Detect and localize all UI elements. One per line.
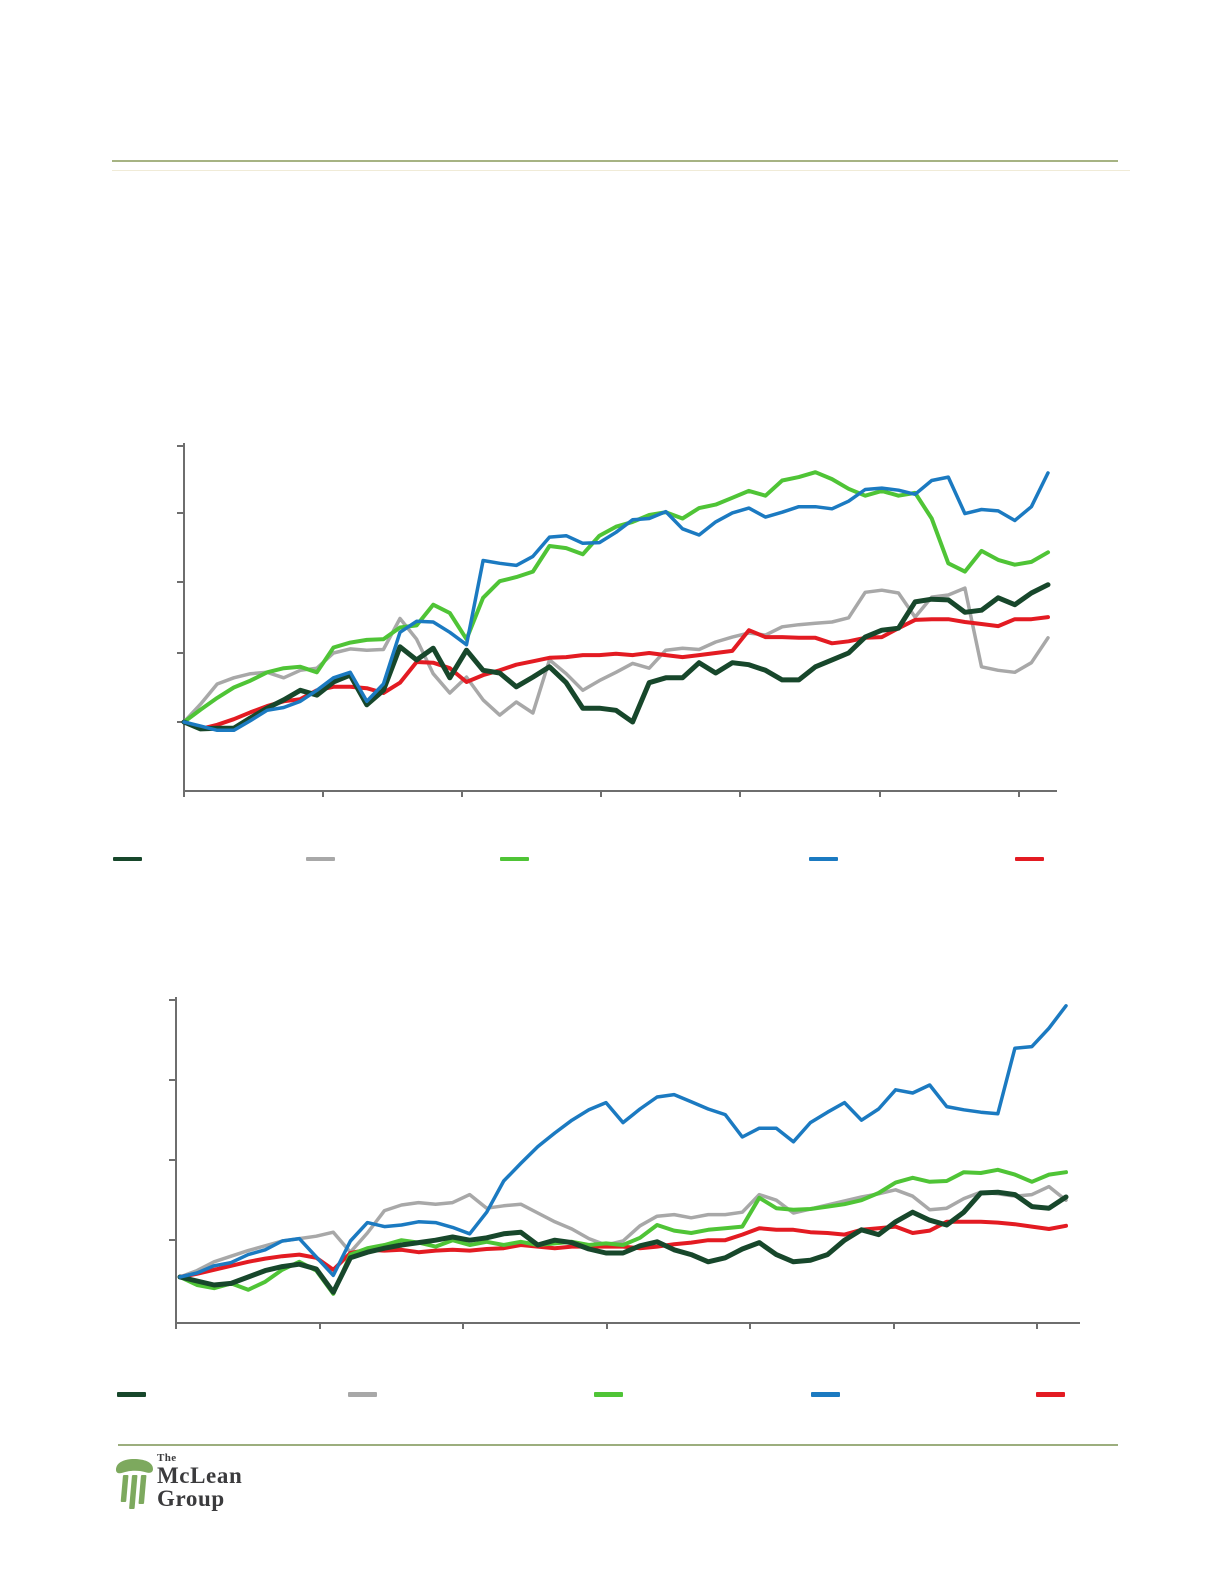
chart-2-series-bright-green-line: [178, 1167, 1068, 1296]
legend2-swatch-gray: [348, 1392, 377, 1397]
chart-1-series-bright-green-line: [182, 470, 1050, 724]
legend1-swatch-red: [1015, 857, 1044, 861]
legend1-swatch-bright-green: [500, 857, 529, 861]
column-pillar-icon: [116, 1459, 153, 1509]
chart-2-series-blue-line: [178, 1004, 1068, 1279]
legend1-swatch-gray: [306, 857, 335, 861]
logo-the-text: The: [157, 1452, 177, 1464]
footer-rule: [118, 1444, 1118, 1446]
legend2-swatch-dark-green: [117, 1392, 146, 1397]
mclean-group-logo: The McLean Group: [115, 1452, 375, 1522]
chart-2-series-gray-line: [178, 1184, 1068, 1279]
legend2-swatch-red: [1036, 1392, 1065, 1397]
legend1-swatch-blue: [809, 857, 838, 861]
chart-1-series-blue-line: [182, 471, 1050, 733]
legend2-swatch-blue: [811, 1392, 840, 1397]
chart-2-series-dark-green-line: [177, 1189, 1069, 1295]
legend1-swatch-dark-green: [113, 857, 142, 861]
logo-text: The McLean Group: [157, 1452, 242, 1510]
logo-group-text: Group: [157, 1486, 225, 1511]
logo-mclean-text: McLean: [157, 1463, 243, 1488]
legend2-swatch-bright-green: [594, 1392, 623, 1397]
chart-1-series-dark-green-line: [181, 582, 1051, 732]
chart-2-axes: [175, 997, 1080, 1324]
header-rule: [112, 160, 1118, 162]
chart-1-axes: [183, 443, 1057, 792]
header-rule-shadow: [112, 170, 1130, 171]
